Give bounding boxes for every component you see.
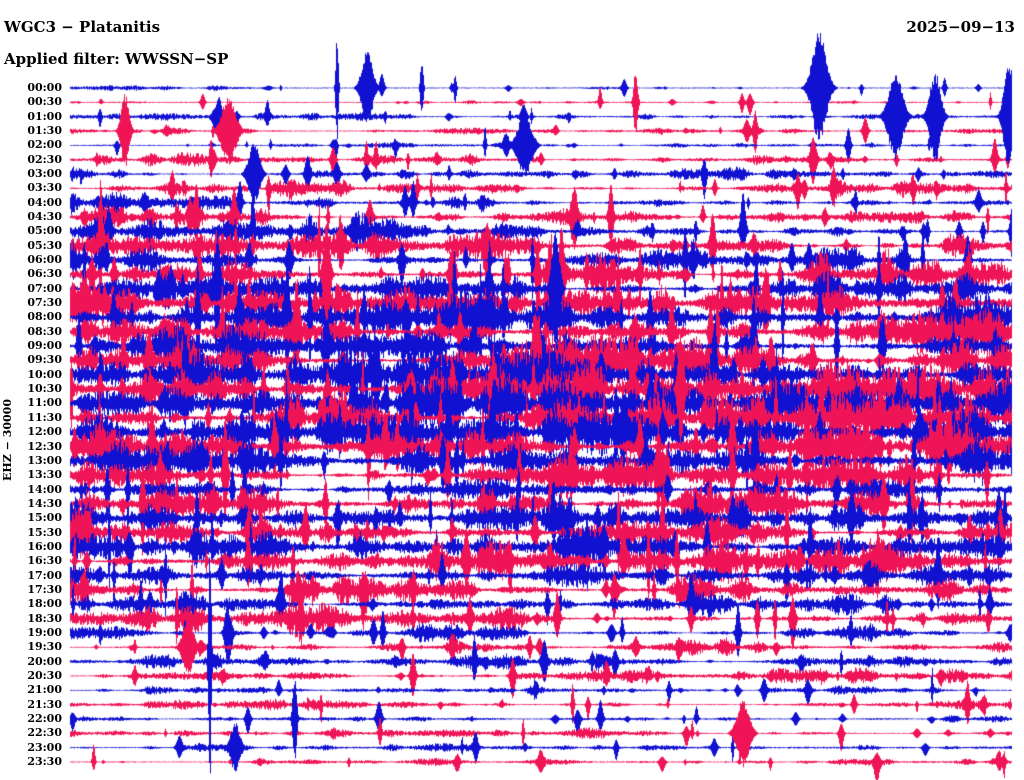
time-tick-label: 08:30	[27, 324, 62, 338]
time-tick-label: 04:30	[27, 210, 62, 224]
time-tick-label: 12:30	[27, 439, 62, 453]
time-tick-label: 01:30	[27, 124, 62, 138]
time-tick-label: 01:00	[27, 109, 62, 123]
applied-filter-label: Applied filter: WWSSN−SP	[4, 50, 229, 68]
time-tick-label: 20:30	[27, 668, 62, 682]
time-tick-label: 22:00	[27, 711, 62, 725]
time-tick-label: 07:30	[27, 296, 62, 310]
time-tick-label: 00:30	[27, 95, 62, 109]
time-tick-label: 18:30	[27, 611, 62, 625]
time-tick-label: 18:00	[27, 597, 62, 611]
time-tick-label: 13:30	[27, 468, 62, 482]
time-tick-label: 03:30	[27, 181, 62, 195]
time-tick-label: 13:00	[27, 453, 62, 467]
time-tick-label: 16:30	[27, 554, 62, 568]
time-tick-label: 17:30	[27, 582, 62, 596]
time-tick-label: 14:30	[27, 496, 62, 510]
time-tick-label: 10:00	[27, 367, 62, 381]
time-tick-label: 15:30	[27, 525, 62, 539]
time-tick-label: 20:00	[27, 654, 62, 668]
time-tick-label: 12:00	[27, 425, 62, 439]
time-tick-label: 23:00	[27, 740, 62, 754]
time-tick-label: 23:30	[27, 754, 62, 768]
time-tick-label: 19:30	[27, 640, 62, 654]
time-tick-label: 21:00	[27, 683, 62, 697]
time-tick-label: 00:00	[27, 81, 62, 94]
time-tick-label: 02:30	[27, 152, 62, 166]
time-tick-label: 11:30	[27, 410, 62, 424]
time-tick-label: 19:00	[27, 625, 62, 639]
time-tick-label: 03:00	[27, 167, 62, 181]
date-label: 2025−09−13	[906, 18, 1015, 36]
time-tick-label: 11:00	[27, 396, 62, 410]
station-title: WGC3 − Platanitis	[4, 18, 161, 36]
time-tick-label: 07:00	[27, 281, 62, 295]
time-tick-label: 06:00	[27, 253, 62, 267]
time-tick-label: 08:00	[27, 310, 62, 324]
time-tick-label: 22:30	[27, 726, 62, 740]
time-tick-label: 06:30	[27, 267, 62, 281]
time-tick-label: 02:00	[27, 138, 62, 152]
time-tick-label: 09:00	[27, 339, 62, 353]
time-tick-label: 14:00	[27, 482, 62, 496]
time-tick-label: 17:00	[27, 568, 62, 582]
time-tick-label: 05:30	[27, 238, 62, 252]
time-tick-label: 16:00	[27, 539, 62, 553]
time-tick-label: 15:00	[27, 511, 62, 525]
time-tick-label: 05:00	[27, 224, 62, 238]
time-tick-label: 10:30	[27, 382, 62, 396]
time-tick-label: 04:00	[27, 195, 62, 209]
time-tick-label: 09:30	[27, 353, 62, 367]
time-tick-label: 21:30	[27, 697, 62, 711]
